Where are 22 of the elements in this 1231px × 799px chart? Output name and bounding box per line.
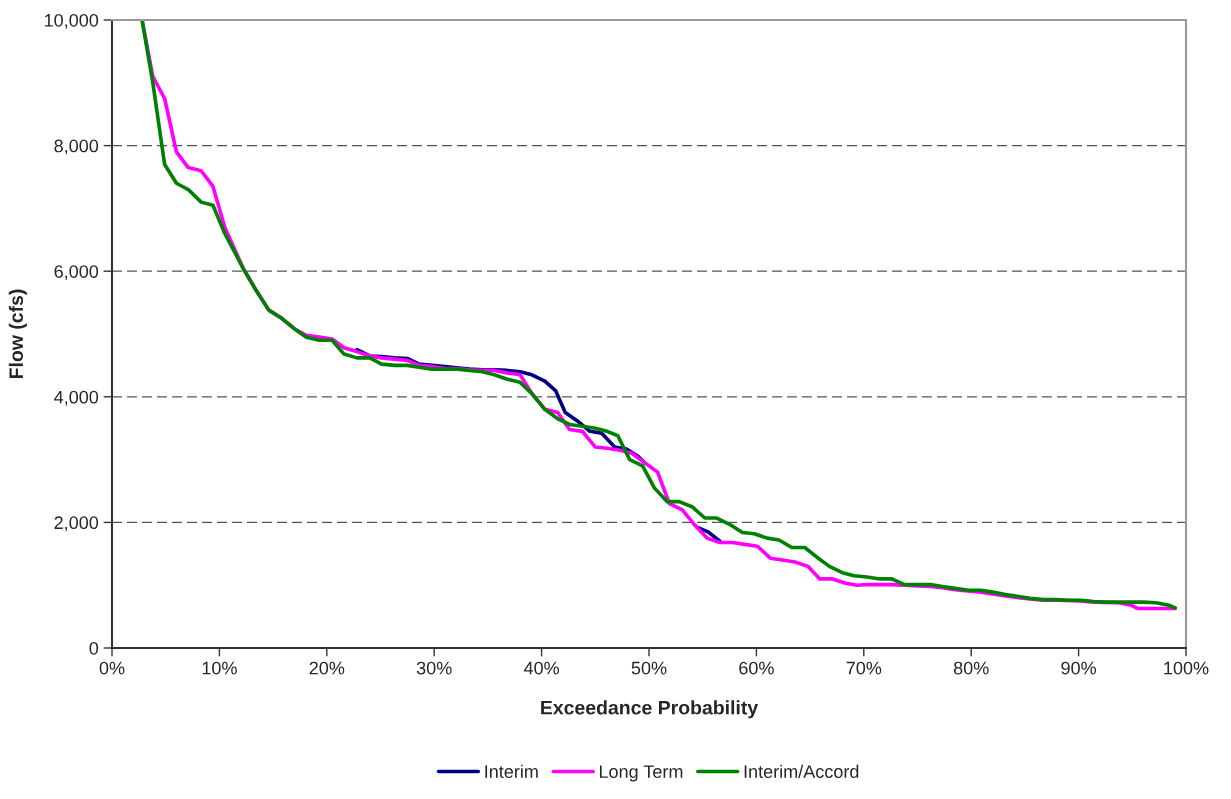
x-tick-label: 10% <box>202 661 237 675</box>
x-tick-label: 0% <box>99 661 125 675</box>
y-tick-label: 0 <box>89 641 99 655</box>
legend-label: Interim/Accord <box>744 764 859 778</box>
y-tick-label: 8,000 <box>54 139 99 155</box>
y-axis-title: Flow (cfs) <box>8 289 27 379</box>
y-tick-label: 6,000 <box>54 265 99 281</box>
x-tick-label: 40% <box>523 661 560 675</box>
x-axis-title: Exceedance Probability <box>541 700 759 719</box>
x-tick-label: 70% <box>846 661 882 675</box>
y-tick-label: 10,000 <box>44 13 99 29</box>
x-tick-label: 30% <box>416 661 452 675</box>
legend-label: Interim <box>485 764 538 778</box>
y-tick-label: 4,000 <box>54 390 99 406</box>
x-tick-label: 90% <box>1061 661 1097 675</box>
legend-label: Long Term <box>599 765 683 782</box>
x-tick-label: 60% <box>739 661 774 675</box>
x-tick-label: 50% <box>631 661 667 675</box>
x-tick-label: 80% <box>953 661 989 675</box>
x-tick-label: 100% <box>1164 661 1209 675</box>
y-tick-label: 2,000 <box>54 516 99 532</box>
x-tick-label: 20% <box>309 661 345 675</box>
